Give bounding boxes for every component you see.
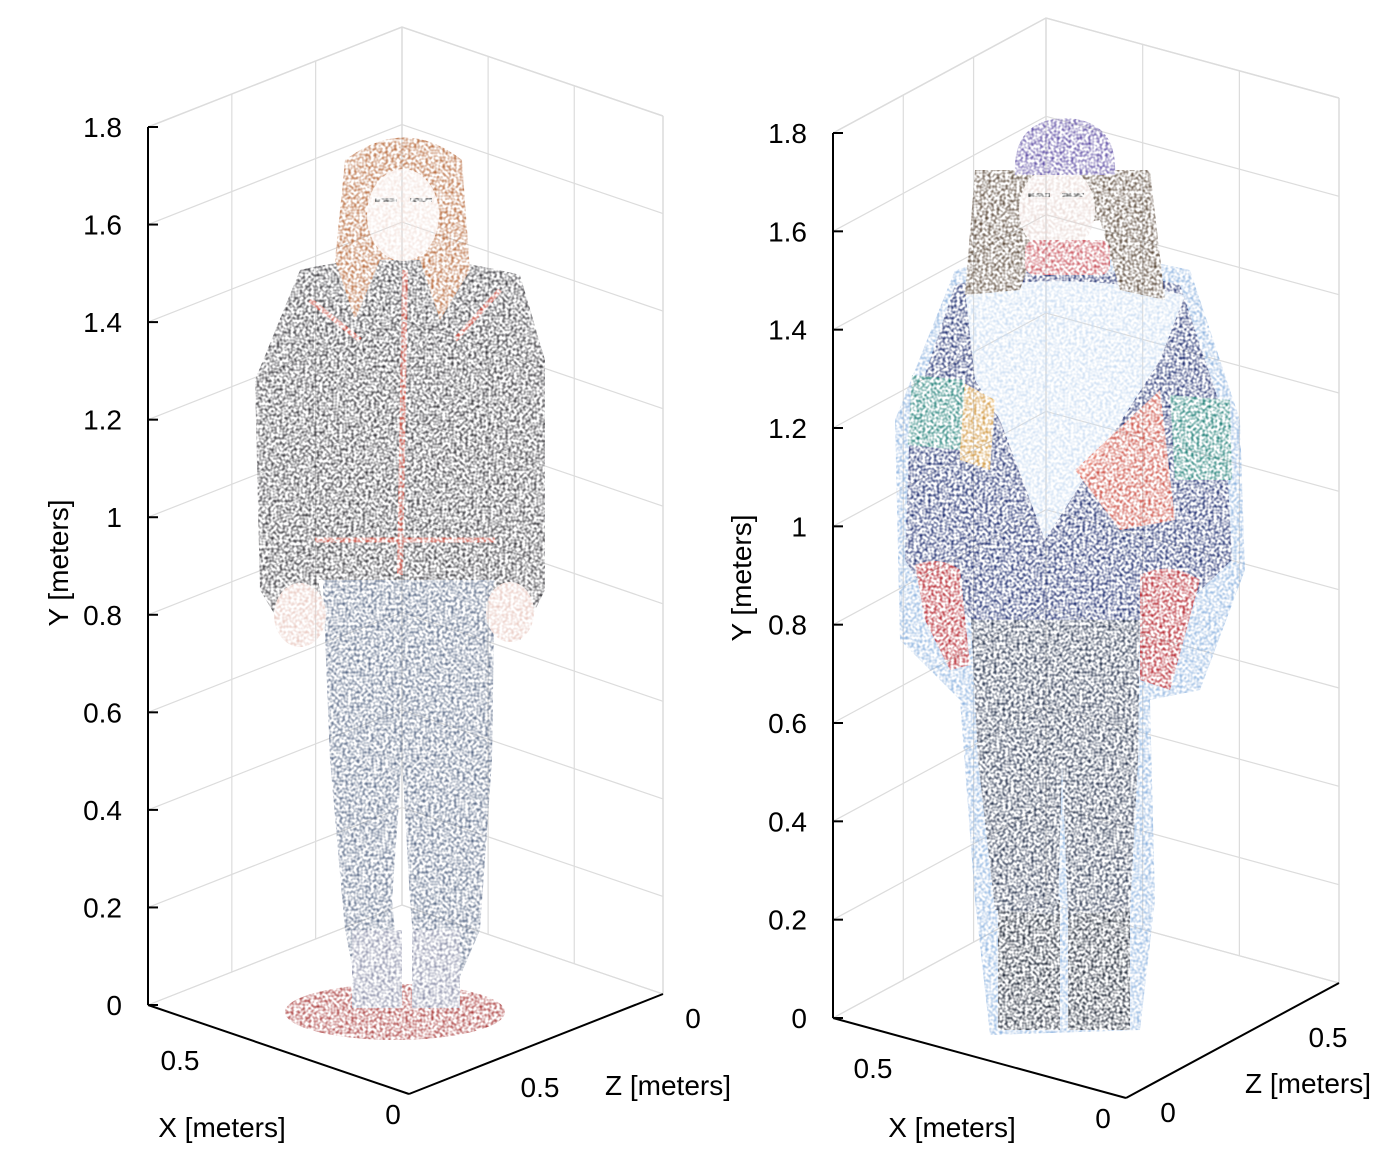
x-tick-label: 0 (1095, 1103, 1111, 1134)
person-point-cloud-icon (255, 137, 545, 1040)
y-tick-label: 0.4 (83, 795, 122, 826)
jacket-trim-points (397, 269, 408, 576)
y-tick-label: 0 (106, 990, 122, 1021)
y-tick-labels: 0 0.2 0.4 0.6 0.8 1 1.2 1.4 1.6 1.8 (768, 118, 807, 1034)
y-tick-label: 1.4 (768, 315, 807, 346)
x-axis-line (832, 1017, 1127, 1099)
jacket-trim-points (308, 288, 502, 543)
z-tick-label: 0 (685, 1003, 701, 1034)
face-points (367, 169, 439, 261)
face-points (1019, 166, 1095, 254)
grid-line (832, 17, 1340, 134)
scarf-points (1025, 240, 1110, 275)
x-axis-line (147, 1004, 410, 1095)
x-axis-label: X [meters] (158, 1112, 286, 1143)
hand-points (274, 583, 326, 647)
y-tick-label: 1.4 (83, 307, 122, 338)
y-tick-labels: 0 0.2 0.4 0.6 0.8 1 1.2 1.4 1.6 1.8 (83, 112, 122, 1021)
z-tick-label: 0.5 (521, 1072, 560, 1103)
x-tick-label: 0.5 (161, 1045, 200, 1076)
sleeve-teal-points (1170, 395, 1232, 480)
hair-points (965, 170, 1165, 300)
y-tick-label: 1.2 (83, 405, 122, 436)
y-tick-label: 0.4 (768, 806, 807, 837)
x-axis-label: X [meters] (888, 1112, 1016, 1143)
y-tick-label: 1 (791, 511, 807, 542)
y-tick-label: 1.8 (83, 112, 122, 143)
boots-points (1068, 900, 1130, 1030)
axis-lines (832, 132, 1340, 1099)
pants-points (970, 600, 1140, 915)
z-axis-line (408, 993, 664, 1095)
x-tick-label: 0.5 (854, 1053, 893, 1084)
glove-points (1140, 568, 1200, 690)
y-tick-label: 0.6 (83, 697, 122, 728)
boots-points (998, 900, 1060, 1030)
y-axis-label: Y [meters] (43, 499, 74, 626)
socks-points (412, 930, 460, 1008)
grid-line (832, 17, 1340, 134)
grid-line (147, 26, 664, 128)
sleeve-teal-points (908, 375, 965, 450)
y-tick-label: 0.6 (768, 708, 807, 739)
y-axis-label: Y [meters] (726, 514, 757, 641)
z-tick-label: 0 (1160, 1097, 1176, 1128)
z-axis-line (1125, 982, 1340, 1099)
sleeve-pattern-points (958, 380, 995, 470)
y-tick-label: 0.8 (768, 610, 807, 641)
pants-points (322, 560, 495, 1005)
y-tick-label: 1 (106, 502, 122, 533)
grid-line (147, 806, 664, 909)
y-tick-label: 1.6 (768, 216, 807, 247)
point-cloud-plot-2: 0 0.2 0.4 0.6 0.8 1 1.2 1.4 1.6 1.8 Y [meters] 0.… (726, 17, 1371, 1143)
z-tick-label: 0.5 (1309, 1022, 1348, 1053)
z-axis-label: Z [meters] (1245, 1068, 1371, 1099)
x-tick-label: 0 (385, 1099, 401, 1130)
z-axis-label: Z [meters] (605, 1070, 731, 1101)
y-tick-label: 0.8 (83, 600, 122, 631)
grid-line (147, 123, 664, 226)
hat-points (1014, 118, 1116, 175)
y-tick-label: 0 (791, 1003, 807, 1034)
sleeve-pattern-points (1075, 390, 1175, 530)
jacket-panel-points (965, 281, 1185, 540)
hand-points (486, 582, 534, 642)
socks-points (352, 930, 402, 1008)
point-cloud-plot-1: 0 0.2 0.4 0.6 0.8 1 1.2 1.4 1.6 1.8 Y [meters] 0.… (43, 26, 731, 1143)
y-tick-label: 1.2 (768, 413, 807, 444)
person-point-cloud-icon (895, 118, 1245, 1035)
y-tick-label: 0.2 (768, 905, 807, 936)
y-tick-label: 1.6 (83, 210, 122, 241)
y-tick-label: 1.8 (768, 118, 807, 149)
grid-line (832, 115, 1340, 232)
axis-lines (147, 126, 664, 1095)
grid-line (147, 26, 664, 128)
y-tick-label: 0.2 (83, 892, 122, 923)
glove-points (915, 561, 970, 670)
